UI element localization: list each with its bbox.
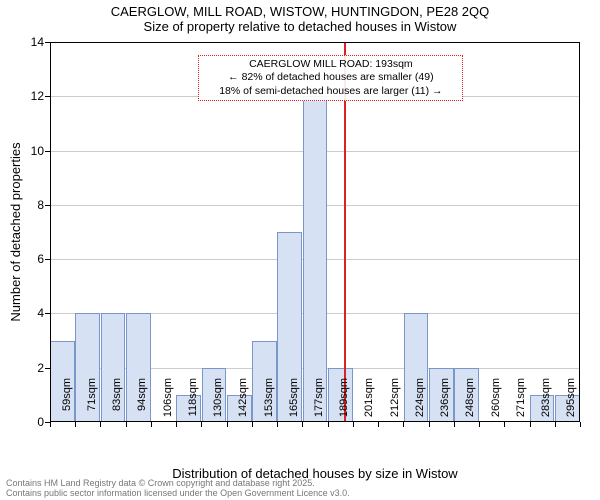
x-tick-mark — [100, 422, 101, 427]
footer-line2: Contains public sector information licen… — [6, 489, 350, 499]
x-tick-mark — [75, 422, 76, 427]
y-tick-mark — [45, 151, 50, 152]
x-tick-label: 224sqm — [414, 378, 426, 428]
x-tick-mark — [227, 422, 228, 427]
x-tick-label: 165sqm — [288, 378, 300, 428]
x-tick-label: 201sqm — [363, 378, 375, 428]
footer-attribution: Contains HM Land Registry data © Crown c… — [6, 479, 350, 499]
x-tick-mark — [201, 422, 202, 427]
y-tick-mark — [45, 205, 50, 206]
y-axis-label: Number of detached properties — [8, 142, 23, 321]
x-tick-mark — [429, 422, 430, 427]
x-tick-mark — [403, 422, 404, 427]
x-tick-mark — [176, 422, 177, 427]
x-tick-mark — [328, 422, 329, 427]
x-tick-label: 260sqm — [490, 378, 502, 428]
x-tick-mark — [126, 422, 127, 427]
x-tick-mark — [504, 422, 505, 427]
x-tick-label: 118sqm — [187, 378, 199, 428]
y-tick-mark — [45, 368, 50, 369]
annotation-line1: CAERGLOW MILL ROAD: 193sqm — [203, 58, 458, 71]
x-tick-label: 94sqm — [136, 378, 148, 428]
x-tick-mark — [530, 422, 531, 427]
x-tick-label: 130sqm — [212, 378, 224, 428]
x-tick-label: 283sqm — [540, 378, 552, 428]
chart-title-line2: Size of property relative to detached ho… — [0, 19, 600, 34]
annotation-line2: ← 82% of detached houses are smaller (49… — [203, 71, 458, 84]
x-tick-label: 177sqm — [313, 378, 325, 428]
x-tick-label: 153sqm — [263, 378, 275, 428]
plot-area: CAERGLOW MILL ROAD: 193sqm ← 82% of deta… — [50, 42, 580, 422]
x-tick-label: 189sqm — [338, 378, 350, 428]
x-tick-mark — [353, 422, 354, 427]
y-tick-mark — [45, 259, 50, 260]
x-tick-mark — [277, 422, 278, 427]
x-tick-label: 212sqm — [389, 378, 401, 428]
x-tick-mark — [151, 422, 152, 427]
x-tick-mark — [302, 422, 303, 427]
y-tick-mark — [45, 42, 50, 43]
annotation-line3: 18% of semi-detached houses are larger (… — [203, 85, 458, 98]
x-tick-label: 106sqm — [162, 378, 174, 428]
x-tick-label: 248sqm — [464, 378, 476, 428]
y-tick-mark — [45, 313, 50, 314]
x-tick-label: 59sqm — [61, 378, 73, 428]
x-tick-mark — [580, 422, 581, 427]
x-tick-label: 83sqm — [111, 378, 123, 428]
x-tick-mark — [252, 422, 253, 427]
y-tick-mark — [45, 96, 50, 97]
x-tick-mark — [378, 422, 379, 427]
x-tick-label: 71sqm — [86, 378, 98, 428]
x-tick-label: 295sqm — [565, 378, 577, 428]
x-tick-mark — [479, 422, 480, 427]
x-tick-mark — [555, 422, 556, 427]
x-tick-label: 236sqm — [439, 378, 451, 428]
annotation-box: CAERGLOW MILL ROAD: 193sqm ← 82% of deta… — [198, 55, 463, 100]
x-tick-mark — [454, 422, 455, 427]
x-tick-label: 142sqm — [237, 378, 249, 428]
x-tick-mark — [50, 422, 51, 427]
chart-container: CAERGLOW, MILL ROAD, WISTOW, HUNTINGDON,… — [0, 0, 600, 500]
chart-title-block: CAERGLOW, MILL ROAD, WISTOW, HUNTINGDON,… — [0, 4, 600, 34]
x-tick-label: 271sqm — [515, 378, 527, 428]
chart-title-line1: CAERGLOW, MILL ROAD, WISTOW, HUNTINGDON,… — [0, 4, 600, 19]
